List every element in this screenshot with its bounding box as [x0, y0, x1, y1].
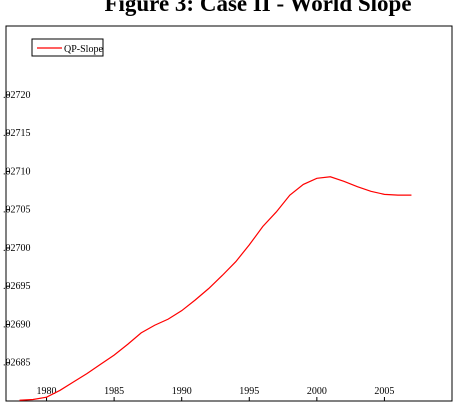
plot-frame — [5, 25, 453, 402]
legend: QP-Slope — [31, 38, 104, 57]
y-tick-label: .02715 — [3, 128, 31, 139]
legend-box — [31, 38, 104, 57]
x-tick-label: 1980 — [37, 386, 57, 397]
y-tick-label: .02700 — [3, 243, 31, 254]
x-tick-label: 2000 — [307, 386, 327, 397]
x-tick-label: 1990 — [172, 386, 192, 397]
legend-label-qp-slope: QP-Slope — [64, 44, 103, 55]
y-tick-label: .02685 — [3, 358, 31, 369]
y-axis: .02685 .02690 .02695 .02700 .02705 .02710 .027… — [3, 90, 31, 369]
chart-title: Figure 3: Case II - World Slope — [104, 0, 411, 16]
y-tick-label: .02695 — [3, 281, 31, 292]
y-tick-label: .02710 — [3, 166, 31, 177]
y-tick-label: .02720 — [3, 90, 31, 101]
x-tick-label: 1995 — [239, 386, 259, 397]
series-line-qp-slope — [19, 176, 412, 401]
y-tick-label: .02705 — [3, 205, 31, 216]
x-tick-label: 2005 — [374, 386, 394, 397]
y-tick-label: .02690 — [3, 319, 31, 330]
x-tick-label: 1985 — [104, 386, 124, 397]
